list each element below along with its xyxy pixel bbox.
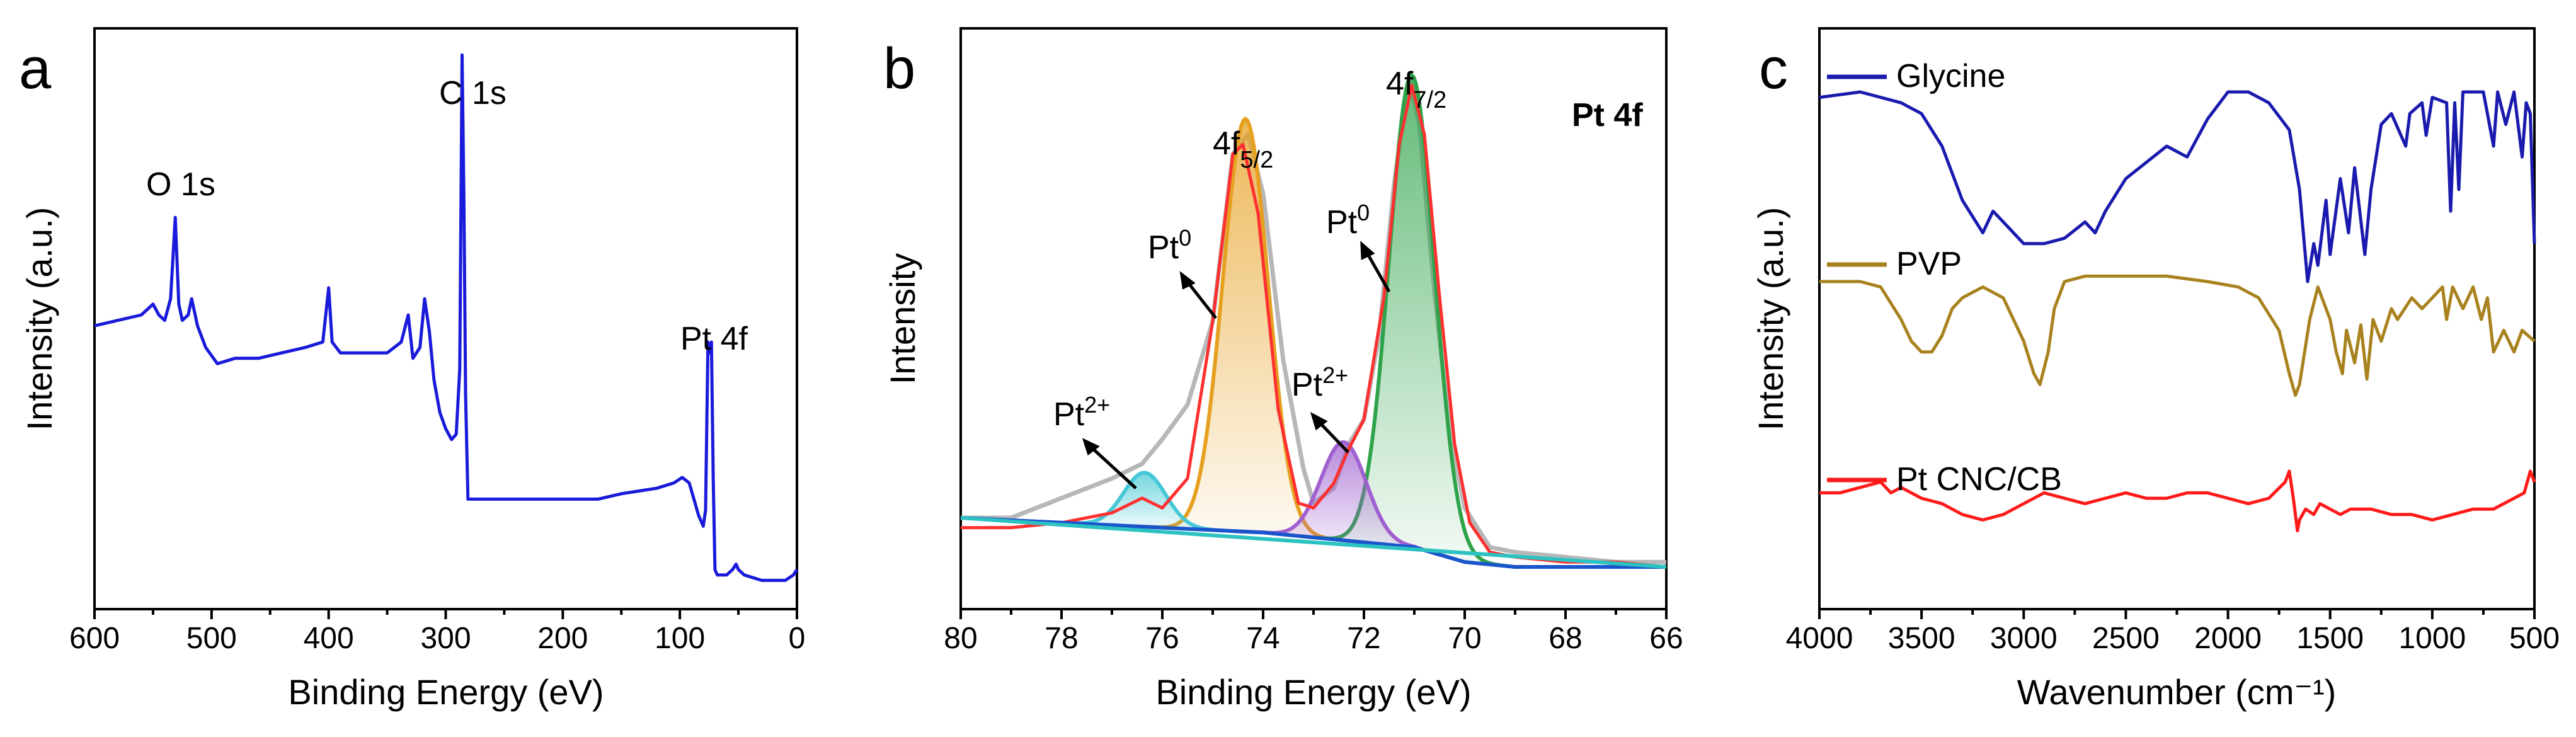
series-glycine xyxy=(1819,90,2536,283)
x-tick-label: 72 xyxy=(1347,622,1380,655)
x-tick-label: 3000 xyxy=(1990,622,2058,655)
x-tick-label: 2500 xyxy=(2092,622,2160,655)
arrow-pt0-b xyxy=(1364,249,1391,293)
annotation-c1s: C 1s xyxy=(439,75,507,111)
legend: Glycine PVP Pt CNC/CB xyxy=(1827,58,2062,498)
panel-c-plot xyxy=(1819,90,2536,533)
x-tick-label: 500 xyxy=(2509,622,2560,655)
legend-pt-cnc: Pt CNC/CB xyxy=(1896,461,2062,498)
panel-b-ylabel: Intensity xyxy=(883,253,922,385)
peak-pt2-4f52-fill xyxy=(1034,472,1254,532)
peak-pt2-4f72-fill xyxy=(1233,442,1453,559)
annotation-pt0-a: Pt0 xyxy=(1148,225,1191,266)
series-survey xyxy=(94,53,799,582)
legend-glycine: Glycine xyxy=(1896,58,2005,94)
x-tick-label: 76 xyxy=(1145,622,1179,655)
x-tick-label: 200 xyxy=(537,622,588,655)
panel-b-letter: b xyxy=(883,37,915,101)
series-envelope xyxy=(961,84,1667,569)
panel-c-frame xyxy=(1818,27,2536,610)
x-tick-label: 4000 xyxy=(1786,622,1853,655)
panel-b-plot xyxy=(960,72,1667,569)
x-tick-label: 600 xyxy=(69,622,120,655)
x-tick-label: 74 xyxy=(1246,622,1279,655)
annotation-4f72: 4f7/2 xyxy=(1386,66,1446,113)
panel-a-frame xyxy=(93,27,798,610)
annotation-pt2-b: Pt2+ xyxy=(1291,362,1348,404)
panel-c-letter: c xyxy=(1759,37,1788,101)
arrow-pt0-a-head xyxy=(1179,271,1196,290)
series-pt-cnc xyxy=(1819,469,2536,533)
panel-b-xlabel: Binding Energy (eV) xyxy=(1155,672,1471,712)
x-tick-label: 70 xyxy=(1448,622,1481,655)
x-tick-label: 66 xyxy=(1649,622,1683,655)
x-tick-label: 80 xyxy=(944,622,977,655)
annotation-pt2-a: Pt2+ xyxy=(1053,392,1110,433)
annotation-pt0-b: Pt0 xyxy=(1326,200,1370,241)
x-tick-label: 300 xyxy=(420,622,471,655)
arrow-pt0-a xyxy=(1185,279,1217,319)
series-baseline xyxy=(960,516,1667,569)
panel-a-xlabel: Binding Energy (eV) xyxy=(288,672,604,712)
panel-c-xlabel: Wavenumber (cm⁻¹) xyxy=(2017,672,2337,712)
x-tick-label: 400 xyxy=(304,622,354,655)
panel-b-arrows xyxy=(1082,241,1391,489)
panel-b-title: Pt 4f xyxy=(1572,97,1643,134)
panel-a-letter: a xyxy=(19,37,52,101)
panel-a: a 600 500 400 300 200 100 0 O 1s C 1s Pt 4f Bi… xyxy=(19,27,805,712)
arrow-pt2-b-head xyxy=(1310,412,1328,431)
annotation-pt4f: Pt 4f xyxy=(680,321,748,357)
x-tick-label: 0 xyxy=(789,622,806,655)
x-tick-label: 2000 xyxy=(2194,622,2262,655)
legend-pvp: PVP xyxy=(1896,246,1962,282)
x-tick-label: 100 xyxy=(655,622,705,655)
panel-b-ticks: 80 78 76 74 72 70 68 66 xyxy=(944,609,1683,655)
arrow-pt2-a xyxy=(1089,445,1137,489)
x-tick-label: 1000 xyxy=(2398,622,2466,655)
panel-c-ylabel: Intensity (a.u.) xyxy=(1751,207,1790,431)
x-tick-label: 500 xyxy=(186,622,237,655)
panel-c: c 4000 3500 3000 2500 2000 1500 1000 500 Glycin… xyxy=(1751,27,2560,712)
panel-c-ticks: 4000 3500 3000 2500 2000 1500 1000 500 xyxy=(1786,609,2560,655)
panel-b: b 80 78 76 74 72 70 68 66 Pt 4f 4f5/2 4f7/2 Pt0… xyxy=(883,27,1683,712)
panel-a-ticks: 600 500 400 300 200 100 0 xyxy=(69,609,805,655)
arrow-pt2-b xyxy=(1317,420,1349,454)
panel-a-plot xyxy=(94,53,799,582)
peak-pt0-4f72-fill xyxy=(1301,75,1521,568)
peak-pt0-4f52-fill xyxy=(1135,118,1354,542)
annotation-o1s: O 1s xyxy=(146,166,215,203)
arrow-pt0-b-head xyxy=(1360,241,1375,260)
series-raw xyxy=(961,73,1666,564)
x-tick-label: 78 xyxy=(1045,622,1078,655)
x-tick-label: 68 xyxy=(1548,622,1582,655)
x-tick-label: 1500 xyxy=(2296,622,2364,655)
arrow-pt2-a-head xyxy=(1082,438,1100,456)
series-pvp xyxy=(1819,274,2536,397)
panel-a-ylabel: Intensity (a.u.) xyxy=(20,207,59,431)
series-background xyxy=(960,516,1666,569)
x-tick-label: 3500 xyxy=(1888,622,1955,655)
